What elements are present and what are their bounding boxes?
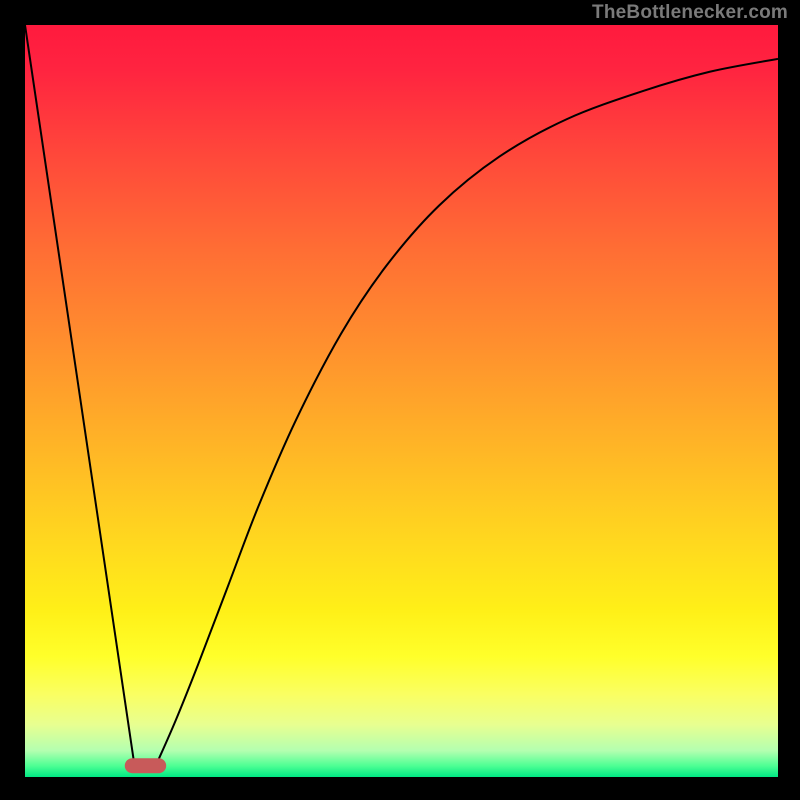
attribution-text: TheBottlenecker.com [592, 2, 788, 24]
plot-area [25, 25, 778, 777]
curve-right-asymptote [157, 59, 778, 764]
curves-layer [25, 25, 778, 777]
curve-left-line [25, 25, 134, 763]
chart-container: { "chart": { "type": "curve-plot", "oute… [0, 0, 800, 800]
valley-marker [125, 758, 166, 773]
